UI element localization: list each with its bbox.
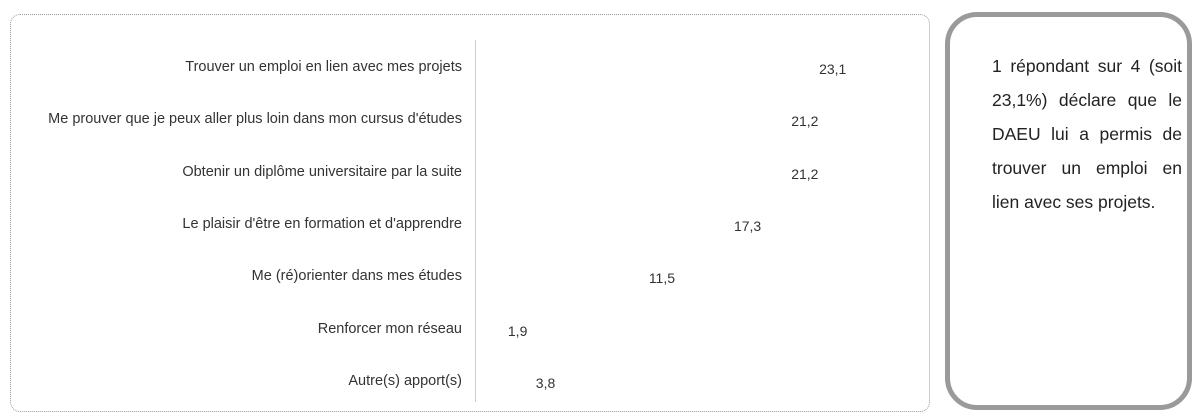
value-label: 17,3 — [733, 217, 762, 234]
category-label: Trouver un emploi en lien avec mes proje… — [12, 58, 462, 76]
category-label: Obtenir un diplôme universitaire par la … — [12, 163, 462, 181]
value-label: 21,2 — [791, 113, 819, 130]
value-label: 11,5 — [648, 270, 676, 287]
category-text: Le plaisir d'être en formation et d'appr… — [182, 215, 462, 232]
category-label: Me (ré)orienter dans mes études — [12, 267, 462, 285]
value-label: 23,1 — [819, 61, 847, 77]
value-label: 1,9 — [507, 322, 528, 339]
category-label: Me prouver que je peux aller plus loin d… — [12, 110, 462, 128]
category-text: Trouver un emploi en lien avec mes proje… — [185, 59, 462, 75]
callout-box: 1 répondant sur 4 (soit 23,1%) déclare q… — [945, 12, 1192, 410]
value-label: 3,8 — [535, 374, 556, 391]
category-text: Autre(s) apport(s) — [348, 372, 462, 389]
category-label: Renforcer mon réseau — [12, 320, 462, 338]
callout-text: 1 répondant sur 4 (soit 23,1%) déclare q… — [992, 56, 1182, 212]
value-label: 21,2 — [791, 165, 819, 182]
category-axis — [475, 40, 476, 402]
category-label: Le plaisir d'être en formation et d'appr… — [12, 215, 462, 233]
category-text: Me (ré)orienter dans mes études — [251, 268, 462, 285]
category-text: Me prouver que je peux aller plus loin d… — [48, 111, 462, 128]
chart-panel — [10, 14, 930, 412]
category-label: Autre(s) apport(s) — [12, 372, 462, 390]
category-text: Renforcer mon réseau — [317, 320, 462, 337]
category-text: Obtenir un diplôme universitaire par la … — [182, 163, 462, 180]
